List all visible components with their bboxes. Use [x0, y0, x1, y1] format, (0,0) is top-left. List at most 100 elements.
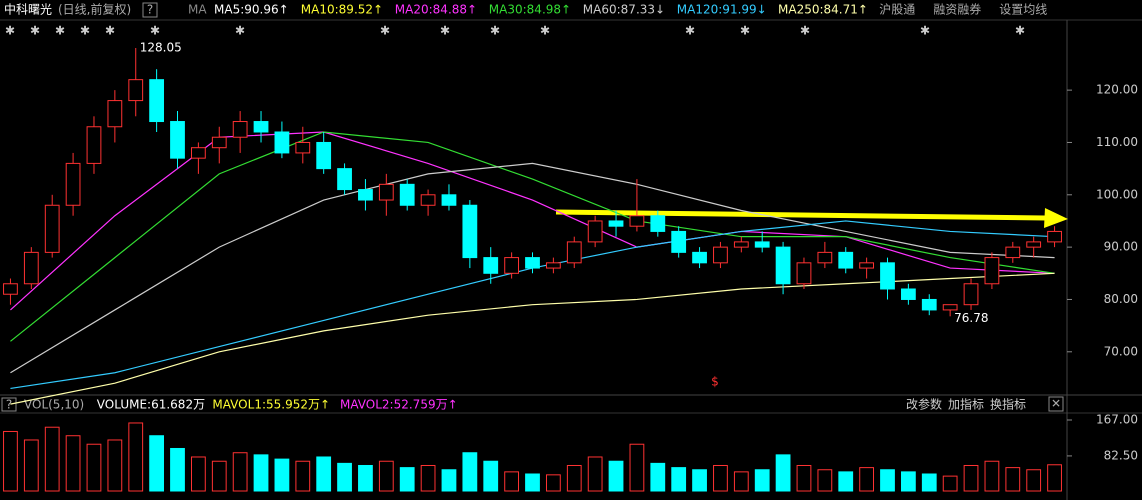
panel-button[interactable]: 换指标	[990, 397, 1026, 412]
candle-body	[316, 141, 332, 170]
candle-body	[692, 251, 707, 264]
candle-body	[650, 215, 666, 232]
volume-bar	[984, 460, 1000, 492]
ma-legend: MA10:89.52↑	[301, 3, 383, 17]
candle-body	[86, 126, 102, 164]
volume-bar	[733, 471, 749, 492]
y-tick-label: 120.00	[1096, 83, 1138, 97]
volume-bar	[880, 469, 895, 492]
close-button[interactable]	[1048, 396, 1064, 412]
vol-legend: MAVOL2:52.759万↑	[340, 398, 458, 412]
help-icon-text: ?	[147, 3, 153, 17]
volume-bar	[253, 454, 269, 492]
y-tick-label: 82.50	[1104, 448, 1138, 462]
volume-bar	[566, 464, 582, 492]
svg-text:✱: ✱	[1015, 24, 1025, 38]
candle-body	[942, 304, 958, 311]
volume-bar	[900, 471, 916, 492]
volume-bar	[713, 464, 728, 492]
help-icon[interactable]	[1, 397, 17, 412]
volume-bar	[483, 460, 499, 492]
ma-line	[10, 162, 1055, 374]
header-link[interactable]: 设置均线	[999, 3, 1047, 17]
candle-body	[1047, 230, 1062, 243]
y-tick-label: 90.00	[1104, 240, 1138, 254]
candle-body	[232, 121, 248, 138]
volume-bar	[942, 475, 958, 492]
ma-line	[10, 131, 1055, 342]
volume-bar	[107, 439, 123, 492]
candle-body	[838, 251, 854, 269]
volume-bar	[587, 456, 603, 492]
volume-bar	[316, 456, 332, 492]
y-tick-label: 70.00	[1104, 344, 1138, 358]
candle-body	[65, 162, 81, 206]
volume-bar	[295, 460, 311, 492]
ma-legend: MA20:84.88↑	[395, 3, 477, 17]
volume-bar	[190, 456, 206, 492]
svg-text:✱: ✱	[440, 24, 450, 38]
candle-body	[1005, 246, 1021, 259]
candle-body	[859, 262, 875, 269]
candle-body	[170, 121, 185, 159]
svg-text:✱: ✱	[540, 24, 550, 38]
candle-body	[796, 262, 812, 285]
candle-body	[23, 251, 39, 285]
volume-bar	[149, 435, 165, 492]
arrow-line	[555, 209, 1046, 221]
price-annotation: 76.78	[954, 311, 988, 325]
panel-button[interactable]: 加指标	[948, 397, 984, 412]
close-icon: ✕	[1051, 397, 1061, 411]
volume-bar	[441, 469, 457, 492]
candle-body	[441, 194, 457, 206]
candle-body	[713, 246, 728, 264]
vol-name: VOL(5,10)	[24, 398, 84, 412]
candle-body	[545, 262, 561, 269]
volume-bar	[274, 458, 290, 492]
ma-legend: MA120:91.99↓	[677, 3, 767, 17]
volume-bar	[838, 471, 854, 492]
candle-body	[587, 220, 603, 243]
candle-body	[525, 257, 540, 269]
svg-text:✱: ✱	[80, 24, 90, 38]
y-tick-label: 80.00	[1104, 292, 1138, 306]
svg-text:✱: ✱	[55, 24, 65, 38]
svg-text:✱: ✱	[685, 24, 695, 38]
volume-bar	[963, 464, 979, 492]
volume-bar	[399, 467, 415, 492]
candle-body	[399, 183, 415, 206]
volume-bar	[128, 422, 144, 492]
candle-body	[462, 204, 478, 259]
svg-text:✱: ✱	[920, 24, 930, 38]
volume-bar	[671, 467, 687, 492]
volume-bar	[817, 469, 833, 492]
volume-bar	[211, 460, 227, 492]
candle-body	[504, 257, 520, 274]
help-icon[interactable]	[142, 2, 158, 18]
svg-text:✱: ✱	[5, 24, 15, 38]
candle-body	[253, 121, 269, 133]
volume-bar	[629, 443, 645, 492]
volume-bar	[1005, 467, 1021, 492]
header-link[interactable]: 融资融券	[933, 2, 981, 17]
header-link[interactable]: 沪股通	[879, 3, 915, 17]
volume-bar	[3, 430, 18, 492]
panel-button[interactable]: 改参数	[906, 397, 942, 412]
svg-text:✱: ✱	[235, 24, 245, 38]
candle-body	[984, 257, 1000, 285]
candle-body	[608, 220, 624, 227]
volume-bar	[65, 435, 81, 492]
svg-text:✱: ✱	[150, 24, 160, 38]
y-tick-label: 100.00	[1096, 187, 1138, 201]
svg-text:✱: ✱	[490, 24, 500, 38]
svg-text:✱: ✱	[105, 24, 115, 38]
candle-body	[1026, 241, 1042, 248]
volume-bar	[754, 469, 770, 492]
vol-legend: VOLUME:61.682万	[97, 398, 205, 412]
volume-bar	[608, 460, 624, 492]
star-row: ✱ ✱ ✱ ✱ ✱ ✱ ✱ ✱ ✱ ✱ ✱ ✱ ✱ ✱ ✱ ✱	[5, 24, 1025, 38]
candle-body	[880, 262, 895, 290]
candle-body	[671, 230, 687, 253]
help-icon-text: ?	[6, 398, 12, 412]
candle-body	[817, 251, 833, 264]
